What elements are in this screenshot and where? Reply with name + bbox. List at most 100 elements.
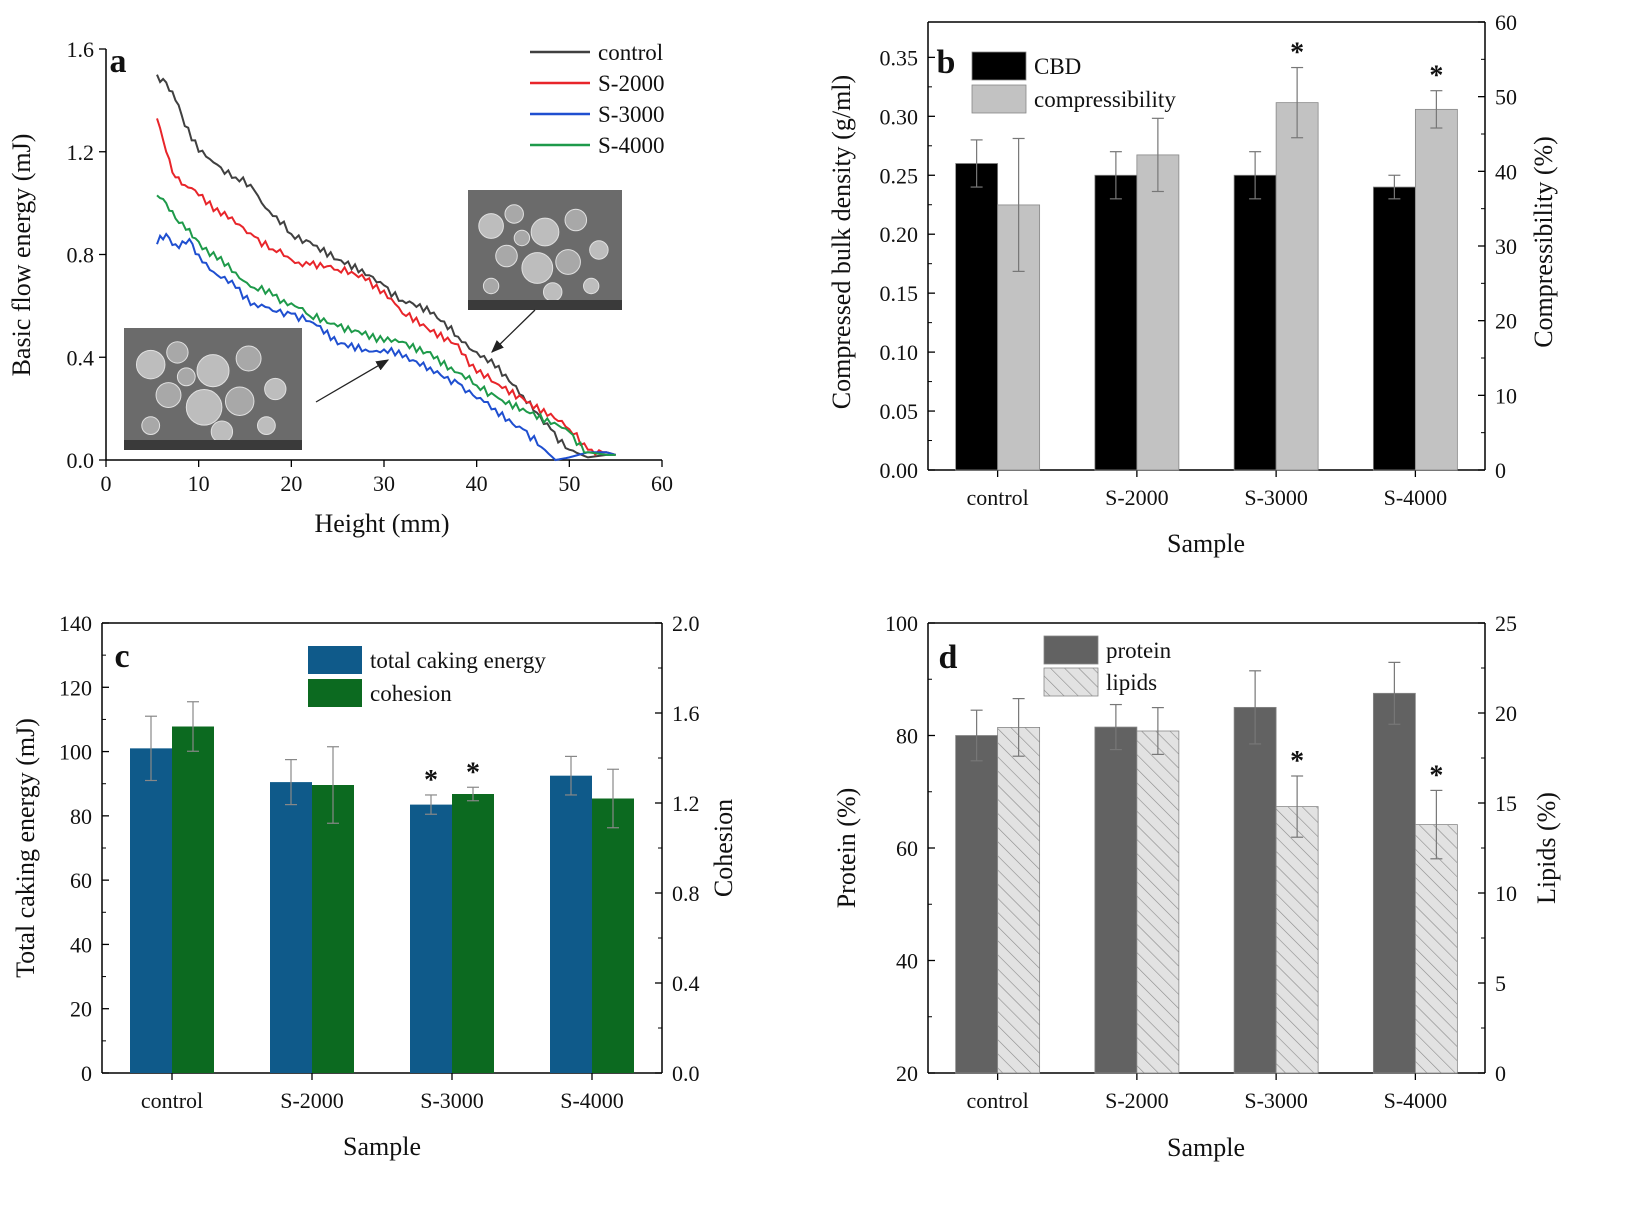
legend-swatch [971,51,1027,81]
y2-tick-label: 1.6 [672,701,700,726]
sem-particle [210,420,234,443]
x-tick-label: S-4000 [560,1088,624,1113]
y-tick-label: 0.05 [880,399,919,424]
x-tick-label: control [141,1088,203,1113]
x-tick-label: S-2000 [280,1088,344,1113]
legend-swatch [1043,635,1099,665]
legend-label: protein [1106,638,1172,663]
sem-particle [583,277,600,295]
y2-tick-label: 30 [1495,234,1517,259]
legend-label: compressibility [1034,87,1176,112]
y-tick-label: 0.25 [880,163,919,188]
panel-label: c [114,638,129,675]
y-tick-label: 100 [885,611,918,636]
significance-mark: * [1429,61,1443,92]
sem-particle [176,367,196,387]
y2-tick-label: 40 [1495,159,1517,184]
y-tick-label: 0.30 [880,104,919,129]
y-tick-label: 60 [896,836,918,861]
significance-mark: * [466,757,480,788]
sem-particle [155,382,182,409]
x-tick-label: S-4000 [1384,1088,1448,1113]
y-tick-label: 100 [59,740,92,765]
sem-particle [264,377,287,401]
x-tick-label: 0 [101,471,112,496]
panel-c-bar-chart: 0 20 40 60 80 100 120 140 0.0 0.4 0.8 1.2 1.6 2.0 cont… [11,611,738,1161]
x-axis-title: Sample [343,1132,421,1161]
x-tick-label: 10 [188,471,210,496]
y-tick-label: 0.35 [880,45,919,70]
panel-b-bar-chart: 0.00 0.05 0.10 0.15 0.20 0.25 0.30 0.35 0 10 20 30 4… [827,10,1558,558]
panel-label: a [110,43,127,80]
inset-arrow [491,309,536,353]
series-line-S-2000 [156,118,616,457]
bar-compressibility [1275,102,1319,471]
bar-total caking energy [270,782,312,1073]
sem-particle [589,240,609,260]
inset-arrow [315,359,390,403]
sem-particle [235,345,262,372]
sem-particle [482,277,500,295]
sem-particle [564,208,588,232]
sem-particle [141,416,161,436]
significance-mark: * [1290,38,1304,69]
x-tick-label: S-3000 [1244,485,1308,510]
x-tick-label: S-2000 [1105,485,1169,510]
y2-tick-label: 5 [1495,971,1506,996]
x-tick-label: 30 [373,471,395,496]
legend-swatch [308,679,362,707]
y-tick-label: 20 [70,997,92,1022]
bar-protein [1372,692,1416,1074]
sem-particle [257,416,276,436]
bar-protein [1233,706,1277,1074]
x-tick-label: 40 [466,471,488,496]
bar-cohesion [592,798,634,1073]
y-axis-title: Basic flow energy (mJ) [7,134,36,377]
y-tick-label: 0.10 [880,340,919,365]
legend-label: cohesion [370,681,452,706]
sem-particle [555,249,581,275]
legend-label: CBD [1034,54,1081,79]
bar-lipids [1414,824,1458,1074]
x-axis-title: Sample [1167,1133,1245,1162]
y2-tick-label: 0 [1495,458,1506,483]
sem-particle [135,349,166,380]
series-line-S-4000 [156,194,616,456]
series-line-control [156,74,616,459]
y-tick-label: 1.6 [67,37,95,62]
y-axis-title: Protein (%) [832,788,861,909]
sem-particle [196,354,230,388]
x-tick-label: S-2000 [1105,1088,1169,1113]
bar-CBD [1233,174,1277,471]
panel-a-line-chart: 0 10 20 30 40 50 60 0.0 0.4 0.8 1.2 1.6 Height (mm) B… [7,37,673,538]
bar-cohesion [172,726,214,1073]
sem-particle [166,341,189,364]
y2-tick-label: 2.0 [672,611,700,636]
bar-protein [1094,726,1138,1074]
y-tick-label: 0 [81,1061,92,1086]
significance-mark: * [424,765,438,796]
significance-mark: * [1290,746,1304,777]
significance-mark: * [1429,760,1443,791]
y-tick-label: 0.00 [880,458,919,483]
y-tick-label: 20 [896,1061,918,1086]
bar-lipids [1275,806,1319,1074]
panel-label: b [937,44,956,81]
y-tick-label: 0.8 [67,243,95,268]
sem-particle [530,217,560,247]
y-tick-label: 120 [59,675,92,700]
legend-label: S-2000 [598,71,664,96]
sem-particle [504,204,524,224]
y-tick-label: 80 [70,804,92,829]
y2-tick-label: 1.2 [672,791,700,816]
legend-swatch [1043,667,1099,697]
panel-d-bar-chart: 20 40 60 80 100 0 5 10 15 20 25 control S-2000 S-3000… [832,611,1561,1162]
bar-total caking energy [550,775,592,1073]
y2-tick-label: 25 [1495,611,1517,636]
bar-total caking energy [410,804,452,1073]
x-tick-label: control [966,1088,1028,1113]
y2-tick-label: 0 [1495,1061,1506,1086]
y2-axis-title: Compressibility (%) [1529,136,1558,348]
x-tick-label: S-3000 [1244,1088,1308,1113]
y2-tick-label: 0.0 [672,1061,700,1086]
